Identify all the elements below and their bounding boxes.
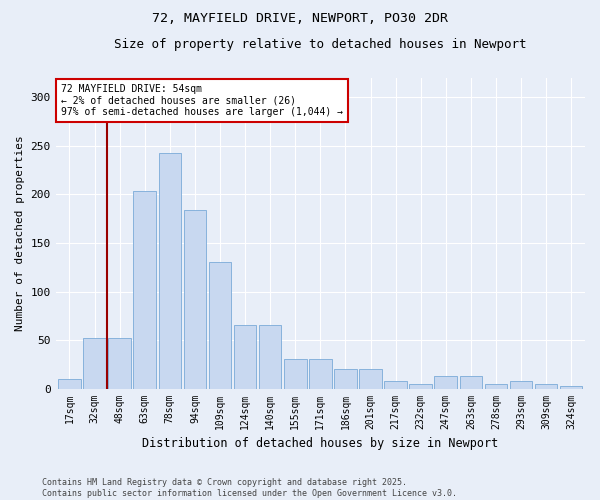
Bar bbox=[460, 376, 482, 388]
Text: Contains HM Land Registry data © Crown copyright and database right 2025.
Contai: Contains HM Land Registry data © Crown c… bbox=[42, 478, 457, 498]
Bar bbox=[560, 386, 583, 388]
Bar bbox=[259, 326, 281, 388]
Bar bbox=[209, 262, 231, 388]
X-axis label: Distribution of detached houses by size in Newport: Distribution of detached houses by size … bbox=[142, 437, 499, 450]
Bar bbox=[510, 381, 532, 388]
Text: 72 MAYFIELD DRIVE: 54sqm
← 2% of detached houses are smaller (26)
97% of semi-de: 72 MAYFIELD DRIVE: 54sqm ← 2% of detache… bbox=[61, 84, 343, 117]
Bar bbox=[83, 338, 106, 388]
Bar bbox=[58, 379, 81, 388]
Bar bbox=[158, 153, 181, 388]
Bar bbox=[434, 376, 457, 388]
Bar bbox=[133, 190, 156, 388]
Text: 72, MAYFIELD DRIVE, NEWPORT, PO30 2DR: 72, MAYFIELD DRIVE, NEWPORT, PO30 2DR bbox=[152, 12, 448, 26]
Bar bbox=[485, 384, 507, 388]
Bar bbox=[535, 384, 557, 388]
Bar bbox=[385, 381, 407, 388]
Y-axis label: Number of detached properties: Number of detached properties bbox=[15, 136, 25, 331]
Bar bbox=[234, 326, 256, 388]
Bar bbox=[284, 360, 307, 388]
Bar bbox=[184, 210, 206, 388]
Bar bbox=[309, 360, 332, 388]
Bar bbox=[109, 338, 131, 388]
Bar bbox=[359, 369, 382, 388]
Bar bbox=[334, 369, 357, 388]
Bar bbox=[409, 384, 432, 388]
Title: Size of property relative to detached houses in Newport: Size of property relative to detached ho… bbox=[114, 38, 527, 51]
